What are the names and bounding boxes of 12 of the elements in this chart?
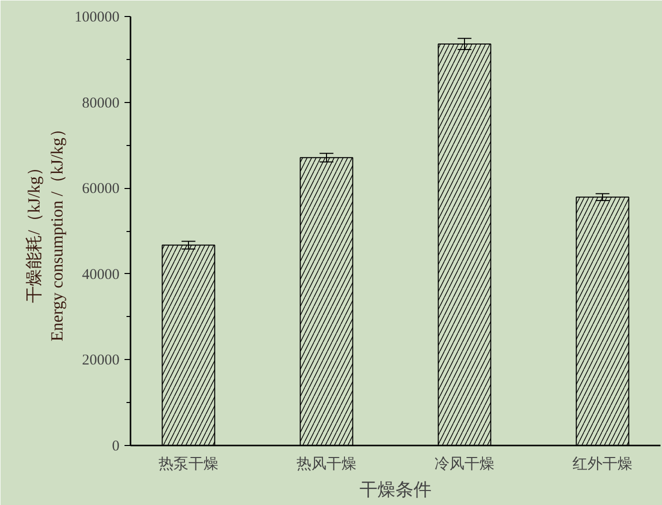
x-axis-title: 干燥条件 [360, 480, 432, 500]
x-tick-label: 红外干燥 [572, 456, 633, 472]
y-tick-label: 20000 [82, 352, 120, 369]
y-tick-label: 40000 [82, 266, 120, 283]
y-tick-label: 100000 [74, 10, 120, 26]
x-tick-label: 热风干燥 [296, 456, 356, 472]
x-tick-label: 冷风干燥 [434, 456, 495, 472]
x-tick-label: 热泵干燥 [158, 456, 218, 472]
y-tick-label: 0 [112, 438, 120, 454]
y-tick-label: 60000 [82, 181, 120, 198]
y-axis-title: 干燥能耗/（kJ/kg） Energy consumption /（kJ/kg） [24, 120, 66, 342]
y-tick-label: 80000 [82, 95, 120, 112]
